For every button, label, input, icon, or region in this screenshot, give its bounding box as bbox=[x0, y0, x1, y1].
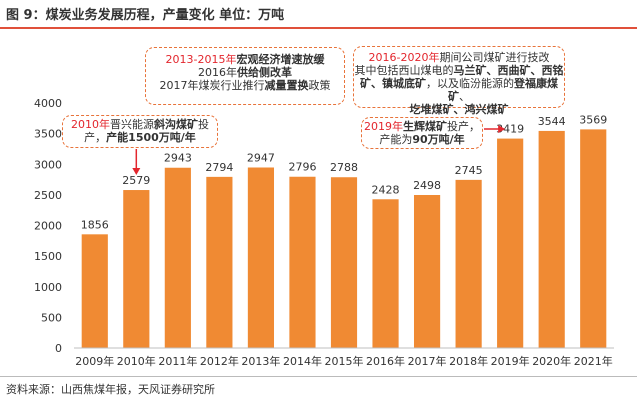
annotation-2010-text: 晋兴能源 bbox=[110, 118, 154, 131]
y-axis: 0 500 1000 1500 2000 2500 3000 3500 4000 bbox=[34, 97, 62, 355]
annotation-2016-2020: 2016-2020年期间公司煤矿进行技改 其中包括西山煤电的马兰矿、西曲矿、西铭… bbox=[353, 46, 565, 116]
bar-2012年 bbox=[206, 176, 233, 348]
bar-2013年 bbox=[247, 167, 275, 348]
bar-2014年 bbox=[289, 176, 316, 348]
data-label: 1856 bbox=[81, 218, 109, 231]
annotation-2016-text3: ，以及临汾能源的 bbox=[426, 77, 514, 90]
x-tick-label: 2013年 bbox=[241, 354, 280, 368]
title-rule bbox=[0, 27, 637, 29]
x-tick-label: 2021年 bbox=[574, 354, 613, 368]
y-tick-label: 1500 bbox=[34, 250, 62, 263]
annotation-2019-text: 投产， bbox=[447, 120, 480, 133]
y-tick-label: 2000 bbox=[34, 220, 62, 233]
bars-group bbox=[81, 129, 607, 348]
x-tick-label: 2014年 bbox=[283, 354, 322, 368]
annotation-2017-text: 2017年煤炭行业推行 bbox=[159, 79, 265, 92]
annotation-2019-mine: 生辉煤矿 bbox=[403, 120, 447, 133]
x-tick-label: 2009年 bbox=[75, 354, 114, 368]
annotation-2013-years: 2013-2015年 bbox=[165, 53, 237, 66]
y-tick-label: 500 bbox=[41, 311, 62, 324]
source-note: 资料来源：山西焦煤年报，天风证券研究所 bbox=[6, 383, 215, 396]
annotation-2010: 2010年晋兴能源斜沟煤矿投 产，产能1500万吨/年 bbox=[62, 115, 218, 148]
bar-2015年 bbox=[330, 177, 358, 348]
annotation-2019-years: 2019年 bbox=[364, 120, 403, 133]
annotation-2016-sep: 、 bbox=[459, 90, 470, 103]
annotation-2019-capacity: 90万吨/年 bbox=[412, 133, 465, 146]
annotation-arrows bbox=[132, 125, 506, 176]
bar-2009年 bbox=[81, 234, 108, 348]
data-label: 2579 bbox=[122, 174, 150, 187]
x-tick-label: 2015年 bbox=[325, 354, 364, 368]
x-tick-label: 2018年 bbox=[449, 354, 488, 368]
annotation-reduction: 减量置换 bbox=[264, 79, 309, 92]
bar-2017年 bbox=[413, 194, 441, 348]
annotation-2010-capacity: 产能1500万吨/年 bbox=[106, 131, 196, 144]
annotation-2010-mine: 斜沟煤矿 bbox=[154, 118, 198, 131]
annotation-2016-years: 2016-2020年 bbox=[368, 51, 440, 64]
arrow-2010-head bbox=[132, 168, 141, 176]
y-tick-label: 2500 bbox=[34, 189, 62, 202]
data-label: 2947 bbox=[247, 151, 275, 164]
footer-rule bbox=[0, 376, 637, 377]
bar-2019年 bbox=[497, 138, 524, 348]
bar-2021年 bbox=[580, 129, 607, 348]
data-label: 2745 bbox=[455, 164, 483, 177]
annotation-supply-reform: 供给侧改革 bbox=[237, 66, 292, 79]
data-labels: 1856 2579 2943 2794 2947 2796 2788 2428 2498 2745… bbox=[81, 113, 607, 231]
x-tick-label: 2019年 bbox=[491, 354, 530, 368]
y-tick-label: 3000 bbox=[34, 158, 62, 171]
annotation-2013-text: 宏观经济增速放缓 bbox=[236, 53, 325, 66]
x-tick-label: 2010年 bbox=[117, 354, 156, 368]
figure-title: 图 9：煤炭业务发展历程，产量变化 单位：万吨 bbox=[6, 8, 285, 23]
arrow-2019-head bbox=[498, 125, 506, 133]
y-tick-label: 4000 bbox=[34, 97, 62, 110]
data-label: 2498 bbox=[413, 179, 441, 192]
annotation-2019: 2019年生辉煤矿投产， 产能为90万吨/年 bbox=[361, 117, 483, 149]
data-label: 2796 bbox=[288, 161, 316, 174]
annotation-2019-text2: 产能为 bbox=[379, 133, 413, 146]
bar-2010年 bbox=[123, 190, 150, 348]
y-tick-label: 0 bbox=[55, 342, 62, 355]
y-tick-label: 1000 bbox=[34, 281, 62, 294]
data-label: 2794 bbox=[205, 161, 233, 174]
x-tick-label: 2020年 bbox=[532, 354, 571, 368]
annotation-2010-text2: 投 bbox=[198, 118, 209, 131]
annotation-2010-text3: 产， bbox=[84, 131, 107, 144]
bar-2020年 bbox=[538, 130, 565, 348]
data-label: 2788 bbox=[330, 161, 358, 174]
data-label: 2943 bbox=[164, 152, 192, 165]
annotation-policy: 政策 bbox=[308, 79, 331, 92]
annotation-2010-years: 2010年 bbox=[71, 118, 110, 131]
x-tick-label: 2016年 bbox=[366, 354, 405, 368]
annotation-2016-mines4: 圪堆煤矿、鸿兴煤矿 bbox=[409, 103, 509, 116]
x-tick-label: 2011年 bbox=[158, 354, 197, 368]
annotation-2016-mines1: 马兰矿、西曲矿、西铭 bbox=[453, 64, 564, 77]
annotation-2016-text1: 期间公司煤矿进行技改 bbox=[439, 51, 550, 64]
bar-2011年 bbox=[164, 167, 191, 348]
data-label: 3569 bbox=[579, 113, 607, 126]
x-axis: 2009年 2010年 2011年 2012年 2013年 2014年 2015年 2016年… bbox=[74, 347, 614, 368]
annotation-2016-mines3: 登福康煤矿 bbox=[448, 77, 558, 103]
data-label: 3419 bbox=[496, 123, 524, 136]
bar-2018年 bbox=[455, 179, 482, 348]
annotation-2016-year: 2016年 bbox=[198, 66, 237, 79]
annotation-2016-text2: 其中包括西山煤电的 bbox=[354, 64, 454, 77]
x-tick-label: 2012年 bbox=[200, 354, 239, 368]
y-tick-label: 3500 bbox=[34, 128, 62, 141]
data-label: 2428 bbox=[372, 183, 400, 196]
annotation-2016-mines2: 矿、镇城底矿 bbox=[360, 77, 426, 90]
annotation-2013-2015: 2013-2015年宏观经济增速放缓 2016年供给侧改革 2017年煤炭行业推… bbox=[145, 47, 345, 105]
x-tick-label: 2017年 bbox=[408, 354, 447, 368]
bar-2016年 bbox=[372, 199, 399, 348]
data-label: 3544 bbox=[538, 115, 566, 128]
